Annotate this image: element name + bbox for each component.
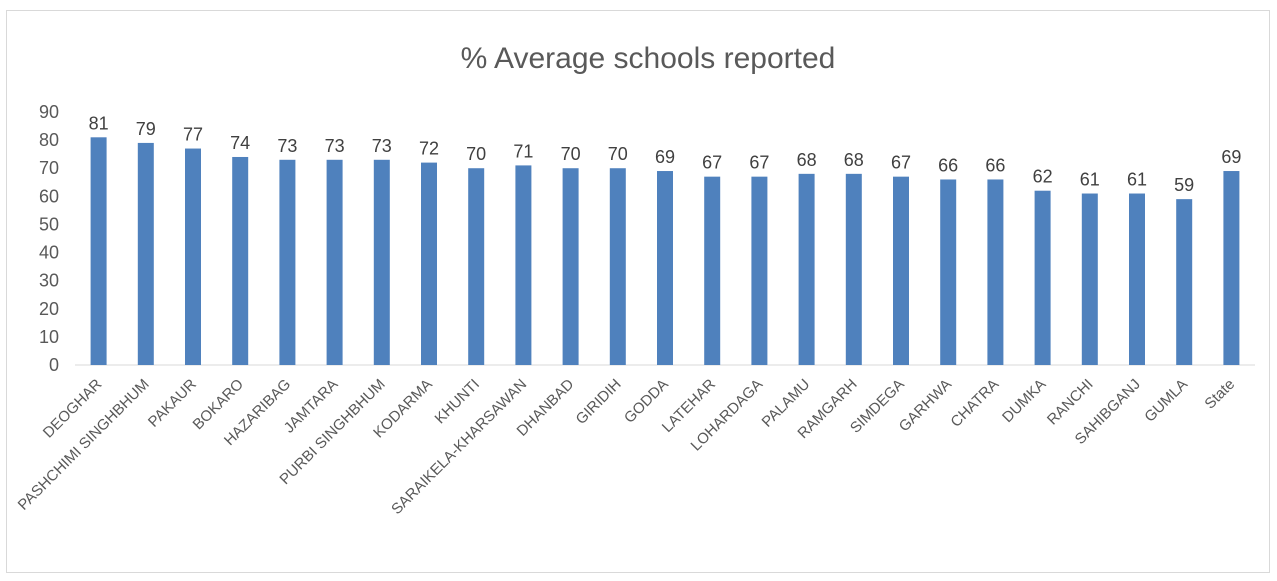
bar	[90, 137, 107, 365]
data-label: 72	[419, 139, 439, 159]
category-label: CHATRA	[947, 376, 1002, 431]
data-label: 66	[985, 155, 1005, 175]
bar	[421, 162, 437, 365]
data-label: 73	[372, 136, 392, 156]
data-label: 70	[466, 144, 486, 164]
category-label: GIRIDIH	[573, 376, 625, 428]
data-label: 68	[844, 150, 864, 170]
category-label: GUMLA	[1141, 376, 1191, 426]
chart-area: % Average schools reported 0 10 20 30 40 50 60…	[6, 10, 1270, 573]
data-label: 66	[938, 155, 958, 175]
y-tick-label: 0	[49, 355, 59, 375]
bar	[232, 156, 249, 365]
y-tick-label: 50	[39, 214, 59, 234]
y-tick-label: 10	[39, 327, 59, 347]
bar	[279, 159, 296, 365]
bar	[845, 173, 862, 365]
y-axis-ticks: 0 10 20 30 40 50 60 70 80 90	[39, 102, 59, 375]
category-label: DUMKA	[999, 376, 1049, 426]
data-label: 69	[655, 147, 675, 167]
data-label: 67	[891, 153, 911, 173]
data-label: 77	[183, 125, 203, 145]
chart-title: % Average schools reported	[461, 42, 836, 75]
bar	[940, 179, 957, 365]
bar	[373, 159, 390, 365]
y-tick-label: 30	[39, 271, 59, 291]
data-label: 67	[749, 153, 769, 173]
y-tick-label: 90	[39, 102, 59, 122]
data-label: 81	[89, 113, 109, 133]
bar-chart: % Average schools reported 0 10 20 30 40 50 60…	[15, 42, 1255, 518]
data-label: 61	[1127, 170, 1147, 190]
bar	[751, 176, 768, 365]
bar	[468, 168, 485, 365]
bar	[326, 159, 343, 365]
y-tick-label: 40	[39, 243, 59, 263]
bar	[137, 142, 154, 365]
y-tick-label: 60	[39, 186, 59, 206]
bar	[893, 176, 909, 365]
data-label: 69	[1221, 147, 1241, 167]
bar	[1129, 193, 1145, 365]
data-label: 62	[1033, 167, 1053, 187]
data-label: 70	[561, 144, 581, 164]
bar	[562, 168, 579, 365]
data-label: 67	[702, 153, 722, 173]
bar	[1176, 199, 1193, 365]
y-tick-label: 20	[39, 299, 59, 319]
bars	[90, 137, 1240, 365]
bar	[185, 148, 201, 365]
data-label: 70	[608, 144, 628, 164]
data-label: 73	[277, 136, 297, 156]
bar	[609, 168, 626, 365]
data-label: 61	[1080, 170, 1100, 190]
bar	[657, 171, 673, 365]
data-label: 74	[230, 133, 250, 153]
category-label: State	[1201, 376, 1238, 413]
bar	[704, 176, 721, 365]
bar	[515, 165, 532, 365]
data-label: 59	[1174, 175, 1194, 195]
data-label: 68	[797, 150, 817, 170]
bar	[1223, 171, 1240, 365]
y-tick-label: 80	[39, 130, 59, 150]
data-label: 79	[136, 119, 156, 139]
data-labels: 81 79 77 74 73 73 73 72 70 71 70 70 69 67 67 68 68 67 66 66…	[89, 113, 1242, 195]
data-label: 73	[325, 136, 345, 156]
y-tick-label: 70	[39, 158, 59, 178]
bar	[798, 173, 815, 365]
bar	[1034, 190, 1051, 365]
data-label: 71	[513, 141, 533, 161]
bar	[987, 179, 1004, 365]
bar	[1081, 193, 1098, 365]
